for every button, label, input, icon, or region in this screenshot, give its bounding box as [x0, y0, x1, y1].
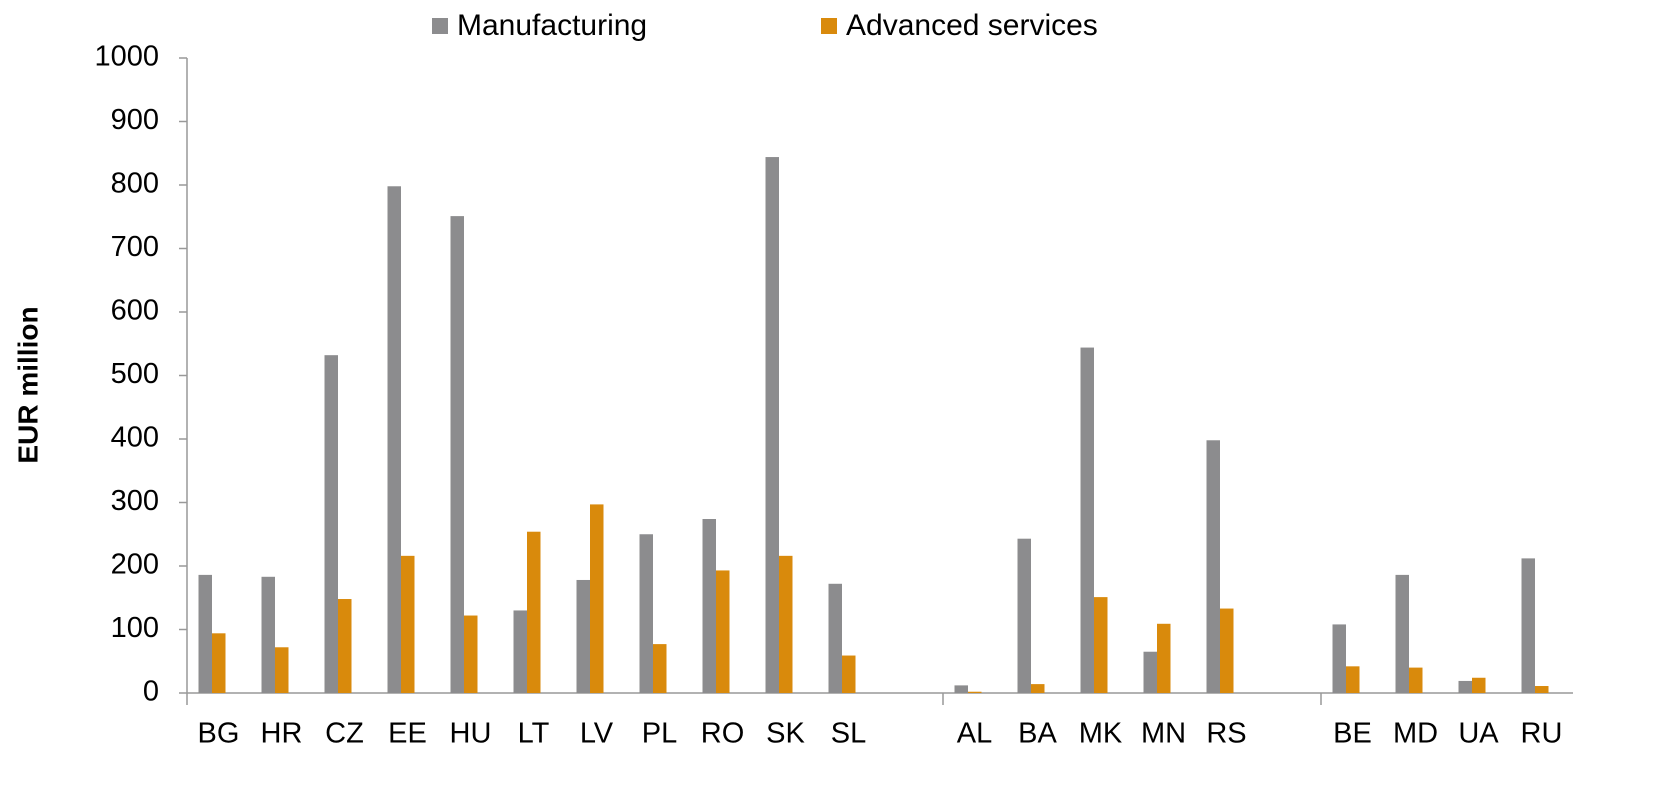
bar: [1206, 440, 1220, 693]
bar: [702, 519, 716, 693]
x-tick-label: BG: [198, 718, 240, 750]
y-tick-label: 900: [111, 104, 159, 136]
bar: [401, 555, 415, 693]
bar: [1332, 624, 1346, 693]
bar: [1157, 623, 1171, 693]
bar: [716, 570, 730, 693]
x-tick-label: BA: [1018, 718, 1057, 750]
legend-swatch: [821, 18, 837, 34]
x-tick-label: RS: [1206, 718, 1246, 750]
bar: [1458, 680, 1472, 693]
y-tick-label: 1000: [94, 41, 159, 73]
bar: [639, 534, 653, 693]
bar: [968, 691, 982, 693]
x-tick-label: UA: [1458, 718, 1499, 750]
x-tick-label: MN: [1141, 718, 1186, 750]
bar: [828, 583, 842, 693]
x-tick-label: RU: [1521, 718, 1563, 750]
y-tick-label: 0: [143, 676, 159, 708]
bar: [1521, 558, 1535, 693]
bar: [1031, 684, 1045, 693]
x-tick-label: LT: [518, 718, 550, 750]
bar: [1409, 667, 1423, 693]
bar: [1094, 597, 1108, 693]
legend-swatch: [432, 18, 448, 34]
bar: [1017, 538, 1031, 693]
bar: [653, 644, 667, 693]
bar: [198, 574, 212, 693]
bar: [464, 615, 478, 693]
bar: [212, 633, 226, 693]
bar: [450, 216, 464, 694]
y-tick-label: 100: [111, 612, 159, 644]
x-tick-label: LV: [580, 718, 614, 750]
legend-label: Advanced services: [846, 9, 1098, 42]
bar: [1395, 574, 1409, 693]
x-tick-label: SL: [831, 718, 866, 750]
y-tick-label: 700: [111, 231, 159, 263]
bar: [576, 579, 590, 693]
x-tick-label: MD: [1393, 718, 1438, 750]
y-tick-label: 800: [111, 168, 159, 200]
x-tick-label: SK: [766, 718, 805, 750]
y-axis-label: EUR million: [12, 306, 43, 463]
y-tick-label: 600: [111, 295, 159, 327]
legend-label: Manufacturing: [457, 9, 647, 42]
x-tick-label: EE: [388, 718, 427, 750]
y-tick-label: 200: [111, 549, 159, 581]
bar: [1535, 686, 1549, 693]
bar: [527, 531, 541, 693]
bar: [275, 647, 289, 693]
bar: [954, 685, 968, 693]
x-tick-label: AL: [957, 718, 992, 750]
x-tick-label: HR: [261, 718, 303, 750]
x-tick-label: HU: [450, 718, 492, 750]
y-tick-label: 300: [111, 485, 159, 517]
bar: [1220, 608, 1234, 693]
x-tick-label: CZ: [325, 718, 364, 750]
bar: [1143, 651, 1157, 693]
bar: [1472, 677, 1486, 693]
bar: [590, 504, 604, 693]
bar: [338, 599, 352, 693]
bar: [1346, 666, 1360, 693]
y-tick-label: 500: [111, 358, 159, 390]
bar: [387, 186, 401, 693]
bar: [261, 576, 275, 693]
bar: [513, 610, 527, 693]
x-tick-label: RO: [701, 718, 745, 750]
bar: [779, 555, 793, 693]
bar: [324, 355, 338, 693]
bar: [765, 157, 779, 693]
bar: [1080, 347, 1094, 693]
x-tick-label: BE: [1333, 718, 1372, 750]
y-tick-label: 400: [111, 422, 159, 454]
x-tick-label: PL: [642, 718, 677, 750]
bar: [842, 655, 856, 693]
x-tick-label: MK: [1079, 718, 1123, 750]
